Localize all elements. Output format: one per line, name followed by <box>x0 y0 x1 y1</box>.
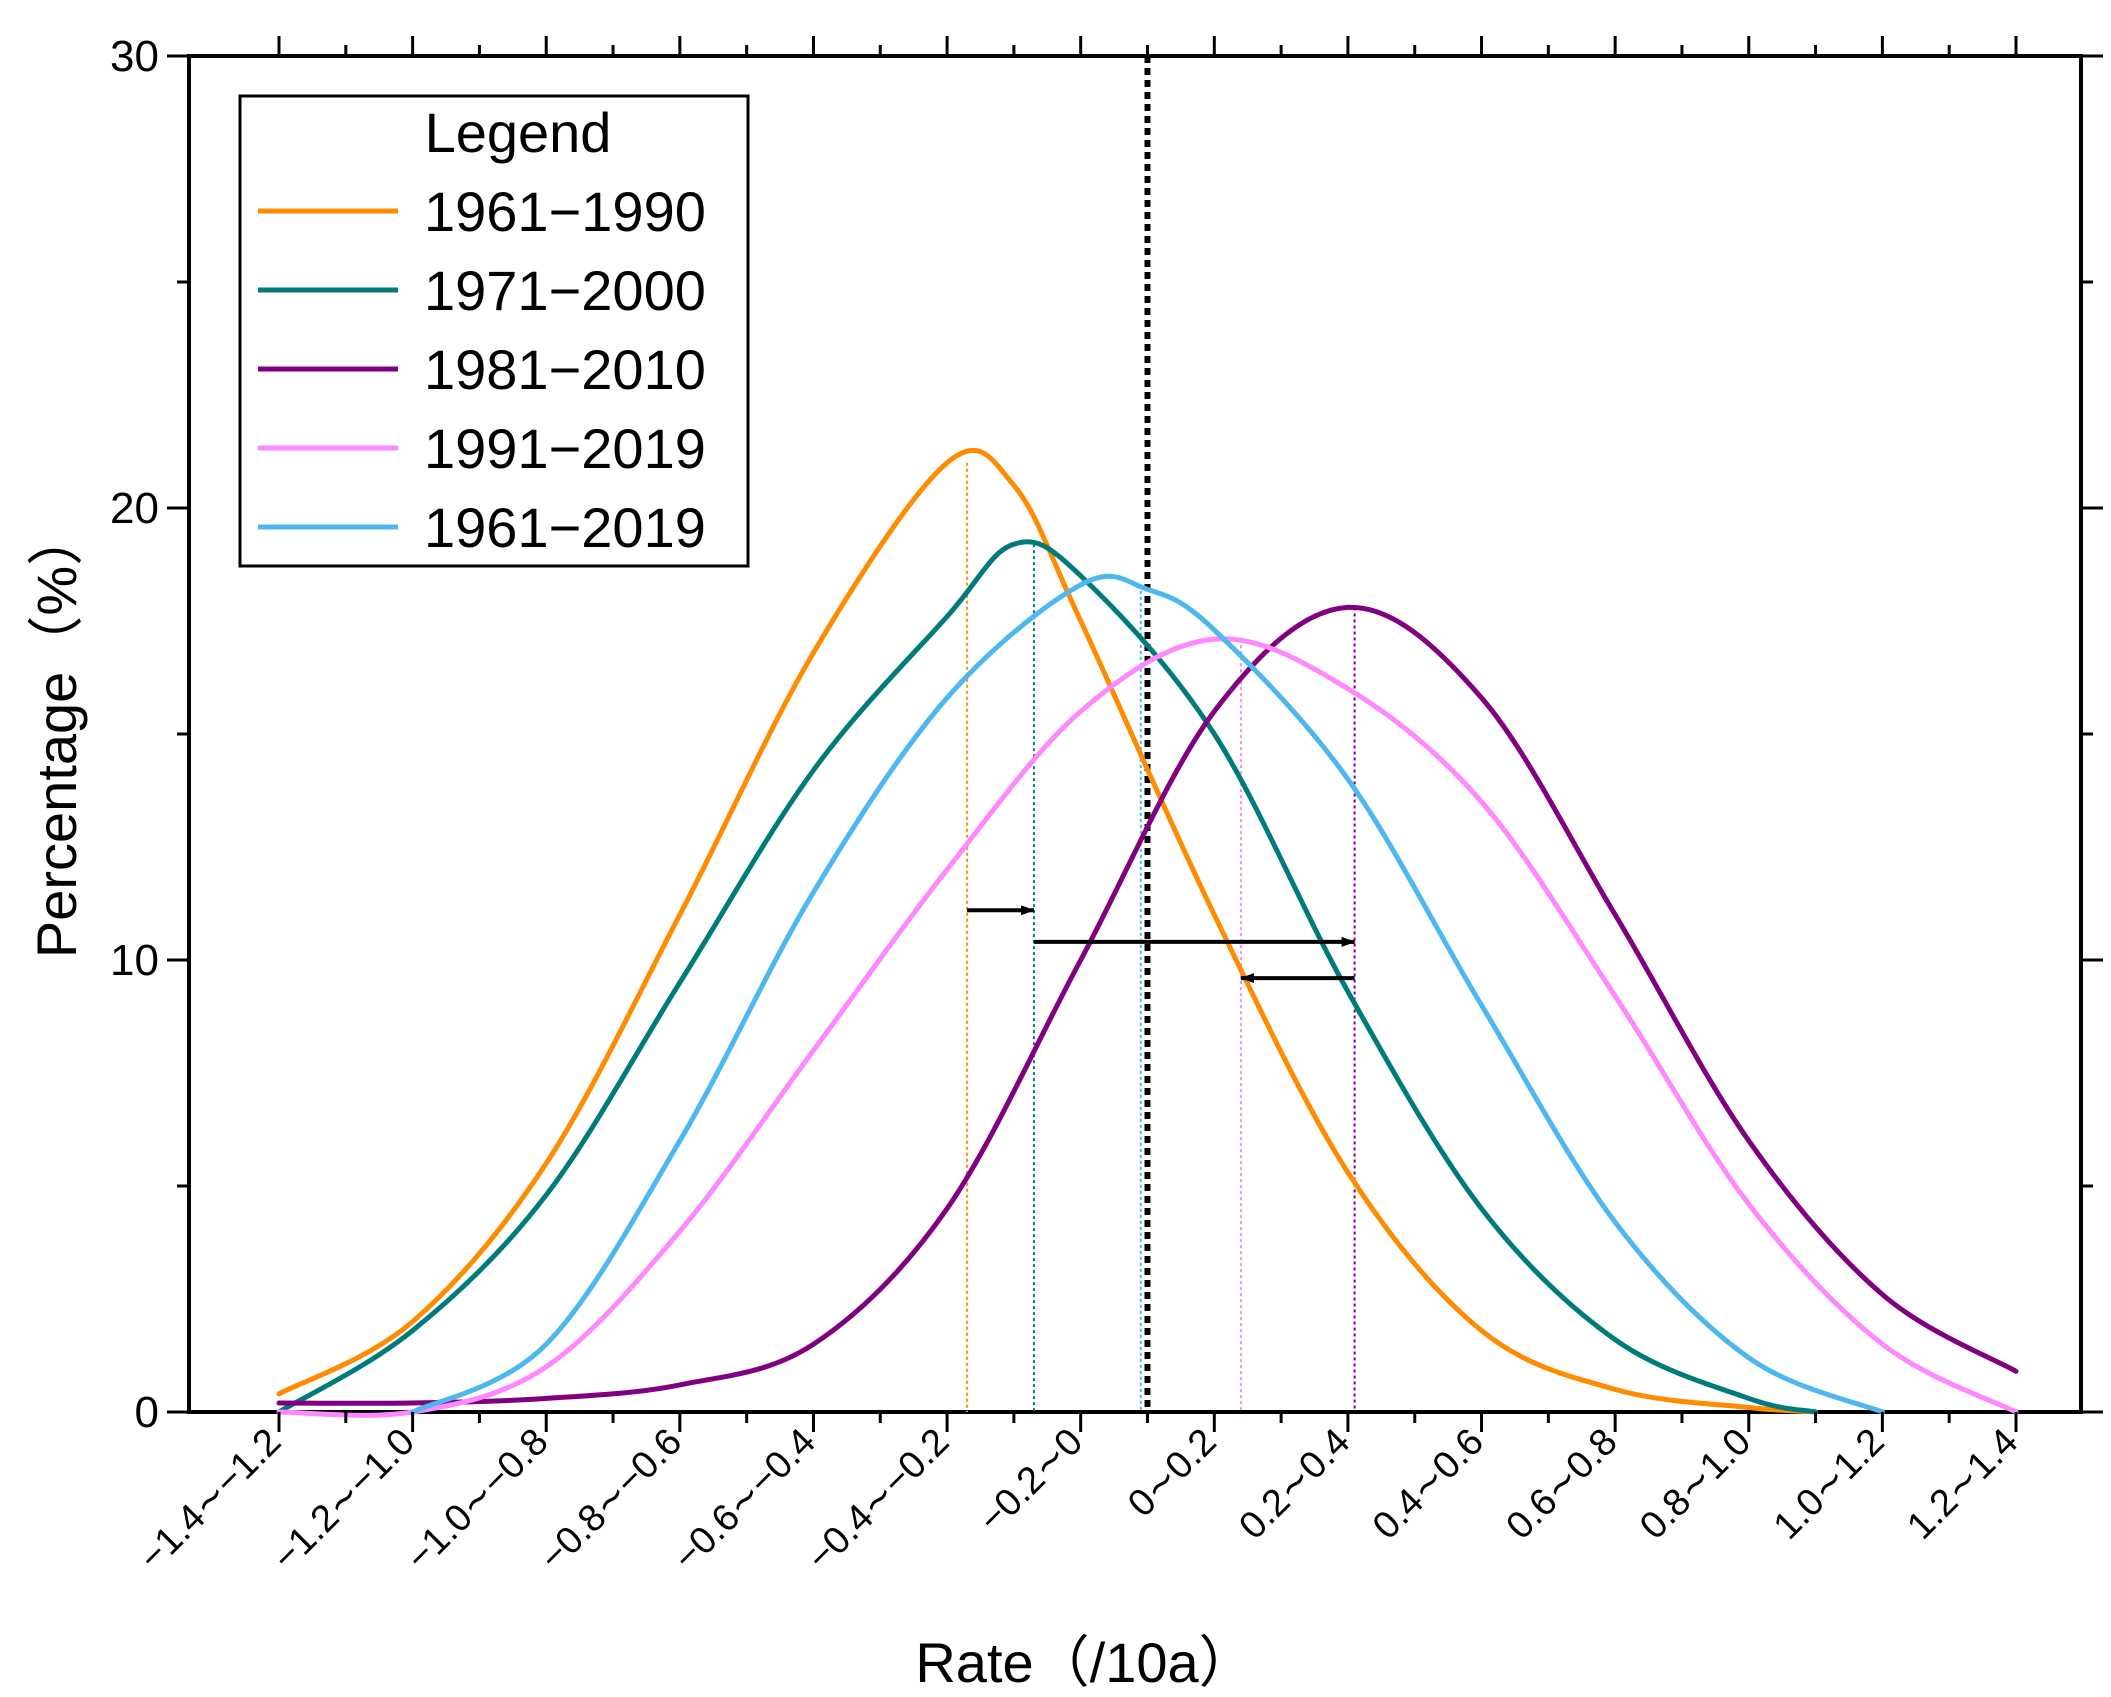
legend-label: 1961−1990 <box>424 180 706 243</box>
x-tick-label: −1.4∼−1.2 <box>131 1421 289 1579</box>
peak-marker-lines <box>966 462 1356 1412</box>
series-line-1961−1990 <box>276 448 1819 1415</box>
x-axis-title: Rate（/10a） <box>915 1631 1254 1694</box>
shift-arrows <box>967 905 1356 984</box>
x-tick-label: 0∼0.2 <box>1120 1421 1225 1526</box>
x-tick-label: −0.6∼−0.4 <box>666 1421 824 1579</box>
legend-label: 1981−2010 <box>424 338 706 401</box>
series-line-1961−2019 <box>410 573 1885 1415</box>
x-tick-label: 0.6∼0.8 <box>1499 1421 1626 1548</box>
series-line-1971−2000 <box>276 539 1819 1415</box>
series-line-1981−2010 <box>276 604 2019 1406</box>
x-tick-label: −1.0∼−0.8 <box>398 1421 556 1579</box>
legend-items: 1961−1990 1971−2000 1981−2010 1991−2019 1961… <box>258 180 706 559</box>
legend-label: 1971−2000 <box>424 259 706 322</box>
y-tick-label: 0 <box>135 1388 159 1437</box>
y-tick-label: 30 <box>110 32 159 81</box>
legend-box <box>238 94 750 568</box>
x-tick-label: −1.2∼−1.0 <box>265 1421 423 1579</box>
legend-title: Legend <box>425 101 612 164</box>
x-tick-label: 1.0∼1.2 <box>1766 1421 1893 1548</box>
x-tick-label: 0.4∼0.6 <box>1365 1421 1492 1548</box>
y-axis-ticks: 0 10 20 30 <box>110 32 2103 1437</box>
y-tick-label: 10 <box>110 936 159 985</box>
y-tick-label: 20 <box>110 484 159 533</box>
x-tick-label: −0.4∼−0.2 <box>799 1421 957 1579</box>
x-tick-label: 0.8∼1.0 <box>1632 1421 1759 1548</box>
x-tick-label: −0.8∼−0.6 <box>532 1421 690 1579</box>
legend-label: 1961−2019 <box>424 496 706 559</box>
legend: Legend 1961−1990 1971−2000 1981−2010 1991−2… <box>238 94 750 568</box>
series-lines <box>276 448 2019 1418</box>
x-tick-label: −0.2∼0 <box>971 1421 1091 1541</box>
series-line-1991−2019 <box>276 636 2019 1418</box>
legend-label: 1991−2019 <box>424 417 706 480</box>
x-tick-label: 0.2∼0.4 <box>1231 1421 1358 1548</box>
y-axis-title: Percentage（%） <box>25 510 88 958</box>
x-tick-label: 1.2∼1.4 <box>1899 1421 2026 1548</box>
